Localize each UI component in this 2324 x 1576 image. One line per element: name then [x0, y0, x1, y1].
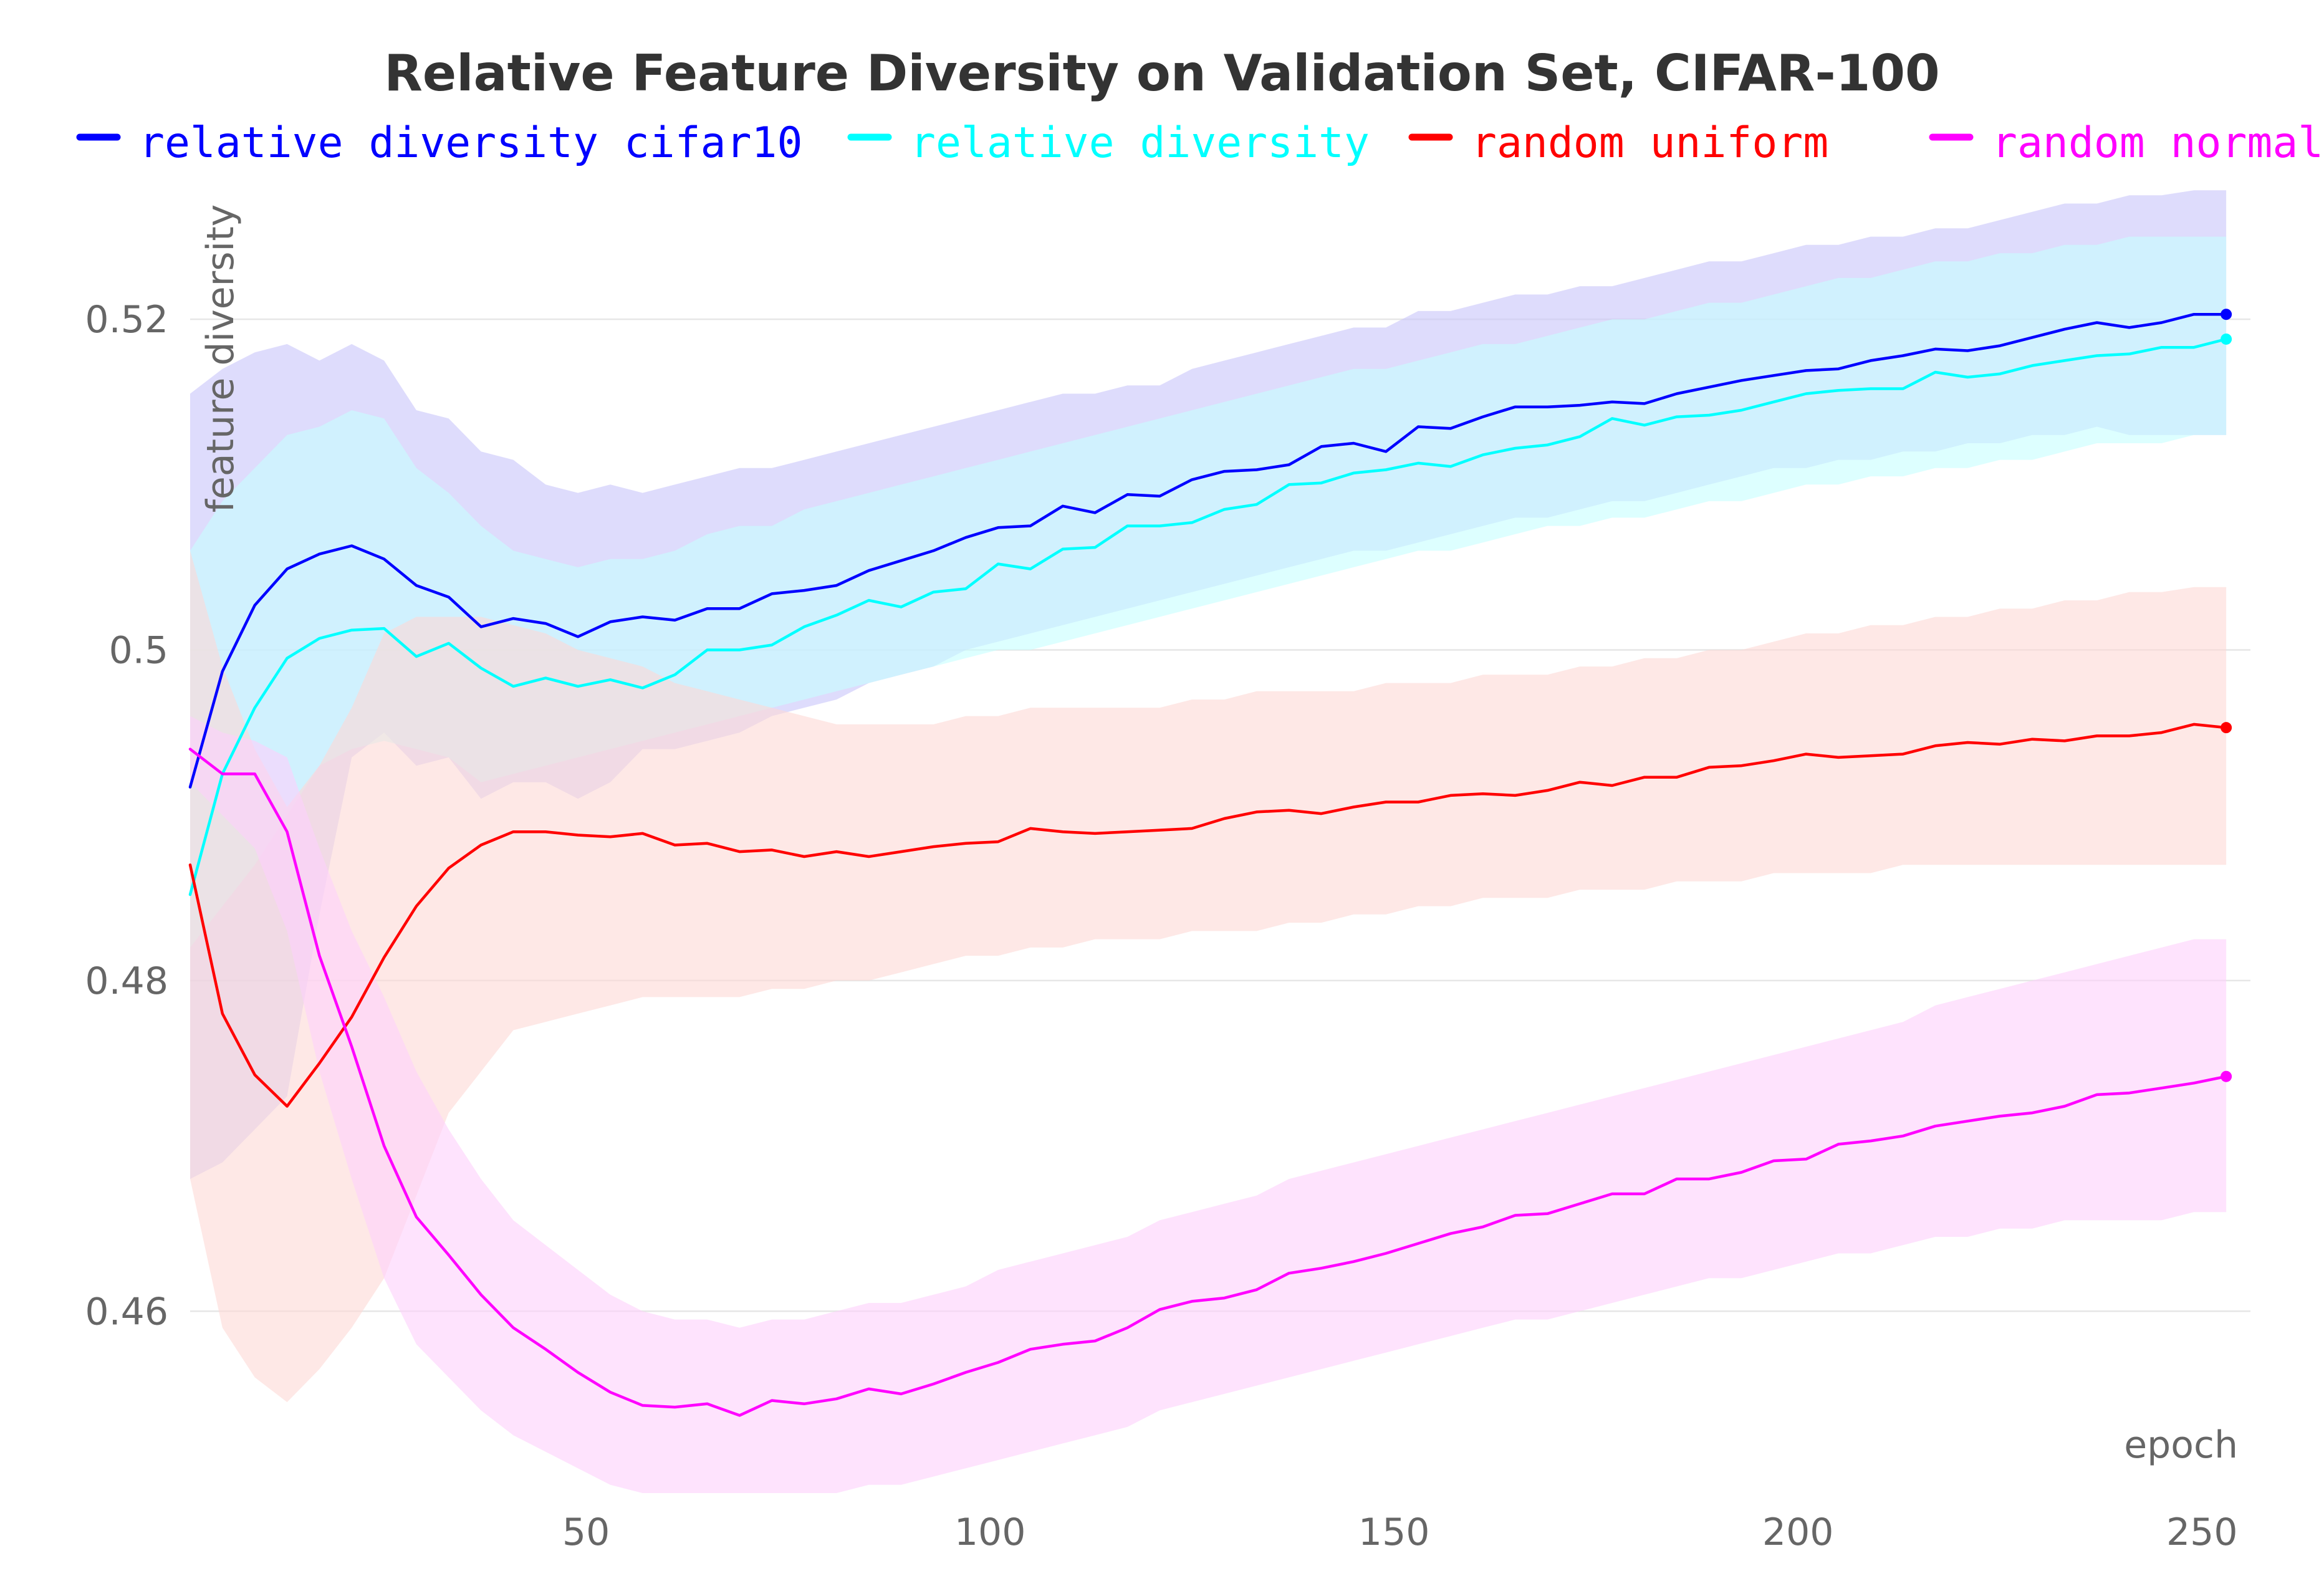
end-point-relative-diversity-cifar10	[2221, 309, 2232, 320]
legend: relative diversity cifar10 relative diver…	[80, 118, 2323, 168]
confidence-bands	[190, 190, 2226, 1493]
legend-item-random-uniform[interactable]: random uniform	[1412, 118, 1828, 168]
legend-item-relative-diversity[interactable]: relative diversity	[851, 118, 1370, 168]
y-tick-label: 0.5	[109, 629, 168, 673]
y-tick-label: 0.52	[85, 298, 168, 342]
x-tick-label: 50	[562, 1511, 610, 1554]
end-point-random-normal	[2221, 1071, 2232, 1082]
x-tick-label: 250	[2166, 1511, 2238, 1554]
x-axis-label: epoch	[2124, 1423, 2238, 1467]
legend-label: relative diversity	[910, 118, 1370, 168]
x-tick-label: 200	[1762, 1511, 1834, 1554]
legend-label: random uniform	[1471, 118, 1828, 168]
legend-label: random normal	[1992, 118, 2323, 168]
y-tick-label: 0.46	[85, 1290, 168, 1333]
end-point-relative-diversity	[2221, 334, 2232, 345]
y-axis-label: feature diversity	[199, 204, 242, 513]
x-tick-label: 100	[954, 1511, 1026, 1554]
y-tick-label: 0.48	[85, 959, 168, 1003]
x-axis-ticks: 50 100 150 200 250	[562, 1511, 2238, 1554]
end-point-random-uniform	[2221, 722, 2232, 733]
y-axis-ticks: 0.46 0.48 0.5 0.52	[85, 298, 168, 1333]
chart-title: Relative Feature Diversity on Validation…	[384, 44, 1939, 102]
x-tick-label: 150	[1358, 1511, 1430, 1554]
legend-label: relative diversity cifar10	[139, 118, 802, 168]
legend-item-random-normal[interactable]: random normal	[1933, 118, 2323, 168]
legend-item-relative-diversity-cifar10[interactable]: relative diversity cifar10	[80, 118, 802, 168]
